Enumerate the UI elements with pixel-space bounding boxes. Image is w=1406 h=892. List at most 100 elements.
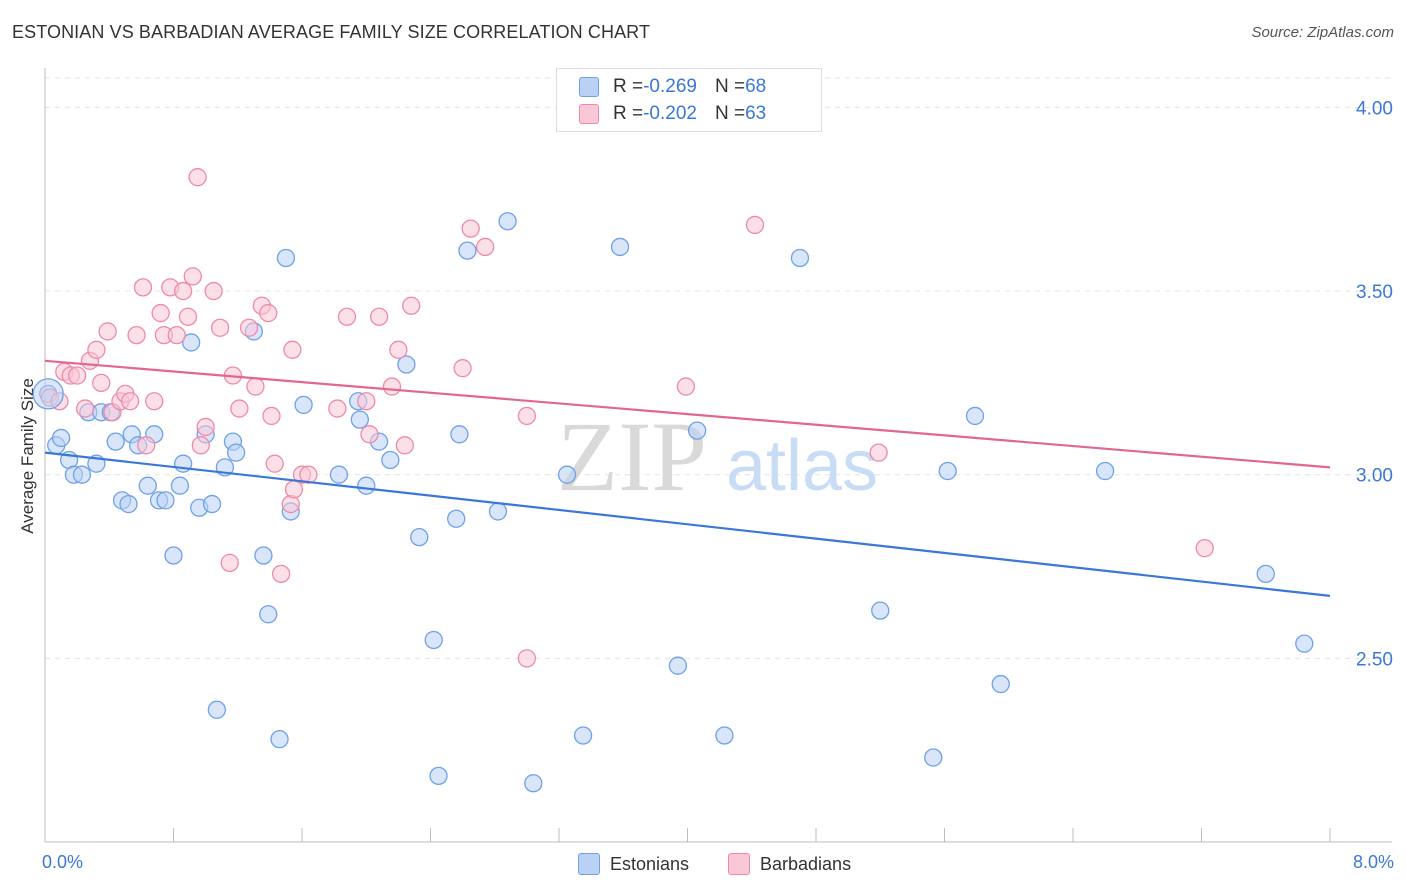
point-barbadians bbox=[127, 325, 146, 345]
point-barbadians bbox=[337, 307, 357, 326]
y-tick-label: 3.50 bbox=[1356, 282, 1393, 303]
point-barbadians bbox=[281, 494, 300, 514]
point-estonians bbox=[458, 241, 477, 260]
y-tick-label: 2.50 bbox=[1356, 649, 1393, 670]
point-barbadians bbox=[67, 366, 87, 385]
legend-swatch-estonians bbox=[579, 77, 599, 97]
point-estonians bbox=[119, 494, 138, 514]
point-estonians bbox=[871, 601, 890, 620]
bottom-legend-barbadians: Barbadians bbox=[728, 852, 851, 876]
point-estonians bbox=[207, 700, 227, 719]
point-estonians bbox=[329, 465, 349, 484]
point-estonians bbox=[106, 432, 125, 451]
bottom-legend-swatch-estonians bbox=[578, 853, 600, 875]
bottom-legend-label-estonians: Estonians bbox=[610, 853, 690, 874]
data-points bbox=[32, 168, 1314, 793]
legend-n-value-estonians: 68 bbox=[745, 76, 767, 97]
series-barbadians bbox=[40, 168, 1214, 668]
point-barbadians bbox=[676, 377, 696, 396]
point-estonians bbox=[450, 425, 469, 444]
legend-r-label: R = bbox=[613, 103, 644, 124]
point-estonians bbox=[991, 674, 1010, 694]
point-barbadians bbox=[745, 215, 765, 235]
point-estonians bbox=[924, 748, 943, 767]
point-estonians bbox=[687, 421, 707, 440]
point-barbadians bbox=[259, 303, 278, 323]
x-tick-label-max: 8.0% bbox=[1352, 852, 1394, 872]
point-barbadians bbox=[191, 436, 210, 455]
point-estonians bbox=[488, 502, 508, 521]
point-barbadians bbox=[402, 296, 421, 315]
axes bbox=[44, 68, 1392, 843]
legend-n-label: N = bbox=[714, 103, 746, 124]
point-estonians bbox=[294, 395, 313, 415]
point-estonians bbox=[1095, 461, 1115, 481]
point-barbadians bbox=[204, 281, 223, 301]
point-barbadians bbox=[395, 436, 414, 455]
point-barbadians bbox=[239, 318, 259, 337]
point-barbadians bbox=[382, 377, 402, 396]
point-estonians bbox=[1295, 634, 1314, 653]
point-barbadians bbox=[1195, 539, 1214, 558]
point-estonians bbox=[357, 476, 376, 495]
point-estonians bbox=[573, 726, 593, 745]
point-barbadians bbox=[271, 564, 291, 584]
point-barbadians bbox=[246, 377, 265, 396]
y-tick-label: 4.00 bbox=[1356, 98, 1393, 119]
trend-line-barbadians bbox=[44, 359, 1331, 469]
point-estonians bbox=[715, 726, 734, 745]
bottom-legend-swatch-barbadians bbox=[728, 853, 750, 875]
y-tick-labels: 2.50 3.00 3.50 4.00 bbox=[1356, 98, 1393, 670]
point-estonians bbox=[429, 766, 448, 786]
point-estonians bbox=[498, 212, 517, 231]
point-barbadians bbox=[183, 267, 202, 286]
point-estonians bbox=[254, 546, 273, 565]
point-barbadians bbox=[369, 307, 389, 326]
point-estonians bbox=[170, 476, 190, 495]
legend-r-label: R = bbox=[613, 76, 644, 97]
chart-title: ESTONIAN VS BARBADIAN AVERAGE FAMILY SIZ… bbox=[12, 22, 651, 42]
bottom-legend-estonians: Estonians bbox=[578, 852, 689, 876]
point-barbadians bbox=[76, 399, 95, 418]
legend-row-estonians: R = -0.269 N = 68 bbox=[579, 75, 766, 99]
point-barbadians bbox=[328, 399, 347, 418]
watermark-atlas: atlas bbox=[726, 426, 878, 506]
point-large-estonians bbox=[32, 378, 64, 410]
point-estonians bbox=[138, 476, 157, 495]
trend-line-estonians bbox=[44, 451, 1331, 597]
point-barbadians bbox=[284, 480, 304, 499]
watermark-zip: ZIP bbox=[557, 401, 707, 512]
point-barbadians bbox=[137, 436, 156, 455]
point-estonians bbox=[424, 630, 443, 650]
point-barbadians bbox=[92, 373, 111, 393]
point-barbadians bbox=[151, 303, 170, 323]
point-estonians bbox=[226, 443, 246, 462]
point-barbadians bbox=[230, 399, 249, 418]
point-estonians bbox=[397, 355, 416, 374]
point-barbadians bbox=[167, 325, 186, 345]
point-barbadians bbox=[283, 340, 302, 359]
legend-row-barbadians: R = -0.202 N = 63 bbox=[579, 102, 766, 126]
point-barbadians bbox=[262, 406, 281, 426]
trend-lines bbox=[44, 359, 1331, 597]
legend-r-value-barbadians: -0.202 bbox=[643, 103, 697, 124]
point-barbadians bbox=[299, 465, 318, 484]
point-barbadians bbox=[265, 454, 284, 473]
point-estonians bbox=[524, 774, 543, 793]
point-estonians bbox=[381, 450, 400, 470]
point-estonians bbox=[557, 465, 577, 484]
point-barbadians bbox=[87, 340, 106, 359]
legend-r-value-estonians: -0.269 bbox=[643, 76, 697, 97]
point-estonians bbox=[276, 248, 296, 268]
point-estonians bbox=[965, 406, 985, 426]
bottom-legend-label-barbadians: Barbadians bbox=[760, 853, 852, 874]
point-estonians bbox=[938, 461, 957, 481]
point-barbadians bbox=[360, 425, 379, 444]
point-barbadians bbox=[98, 322, 117, 341]
point-barbadians bbox=[145, 392, 164, 411]
point-estonians bbox=[72, 465, 92, 484]
grid-lines bbox=[45, 77, 1392, 659]
point-barbadians bbox=[453, 359, 472, 378]
legend-n-value-barbadians: 63 bbox=[745, 103, 767, 124]
